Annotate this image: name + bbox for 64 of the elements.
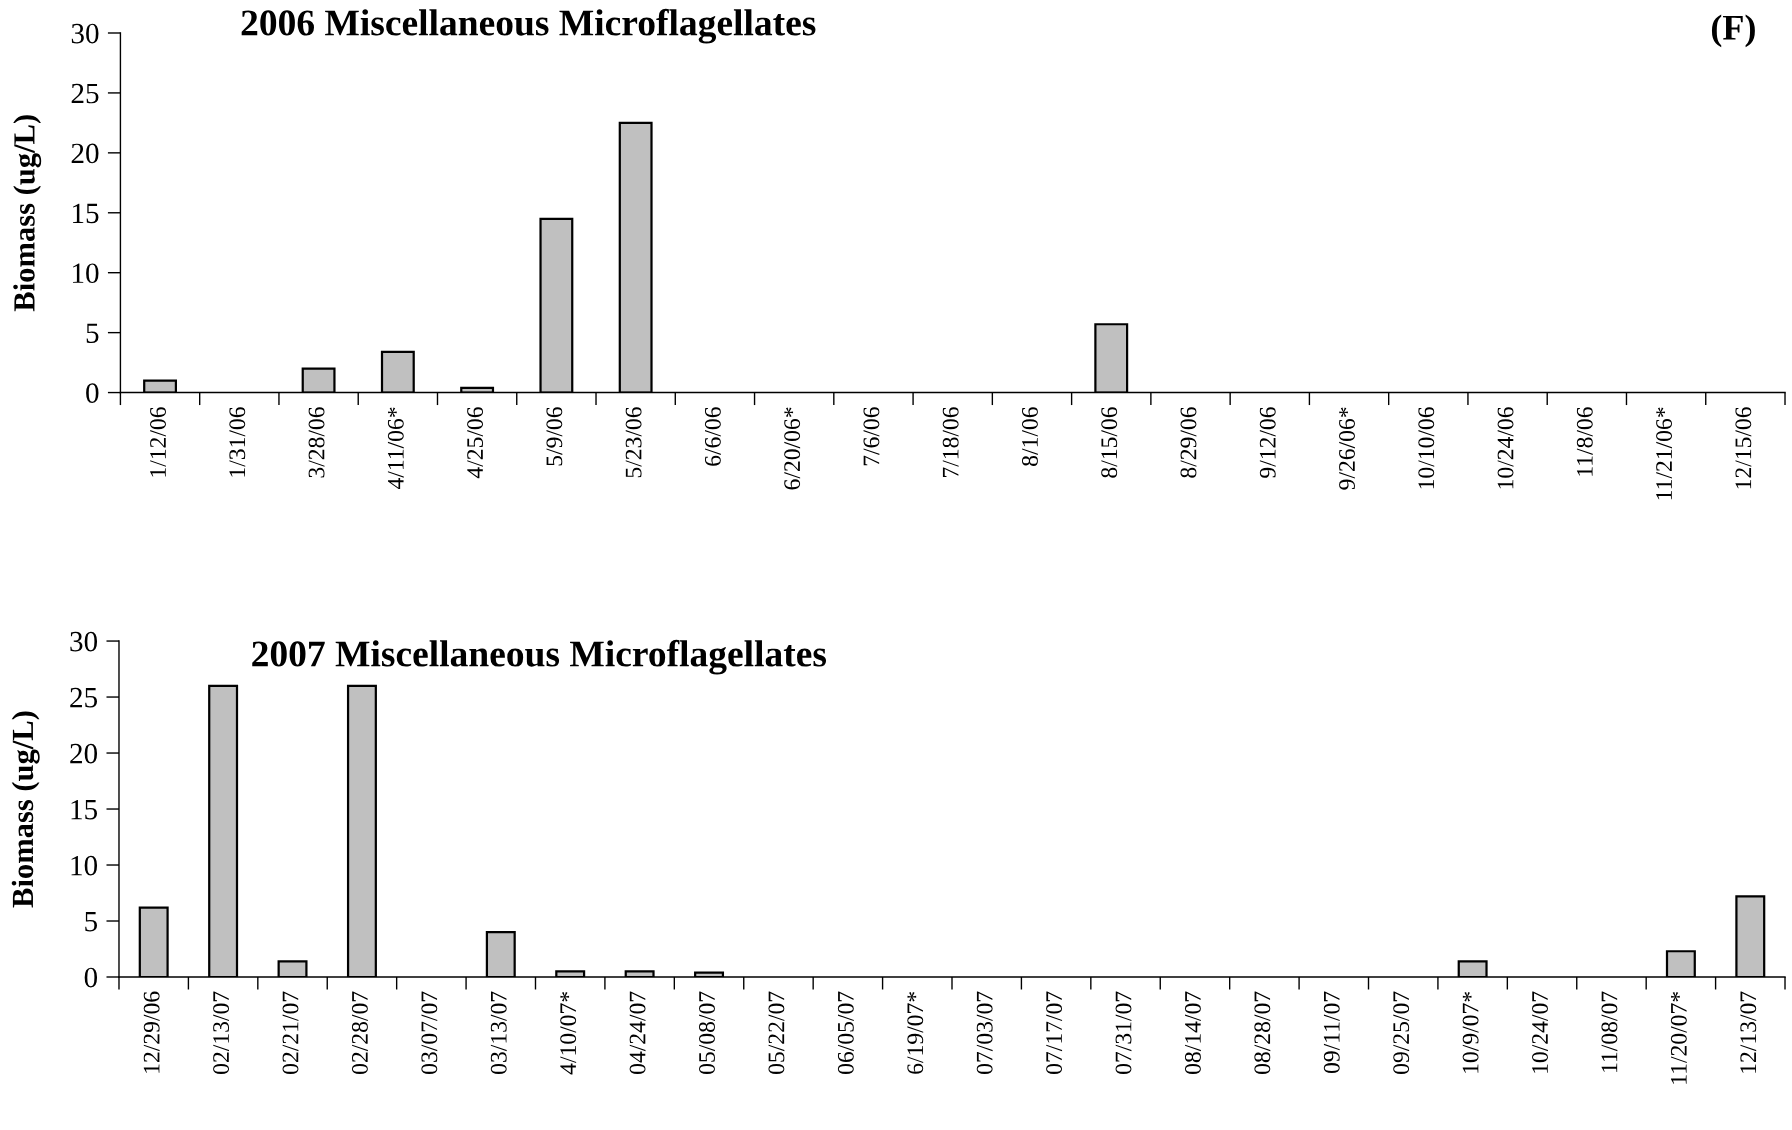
x-tick-label: 4/10/07* [560,992,577,1075]
x-tick-label: 04/24/07 [629,991,646,1074]
x-tick-label: 5/9/06 [546,407,563,466]
x-tick-label: 1/12/06 [150,407,166,477]
x-tick-label: 05/08/07 [699,991,715,1074]
x-tick-label: 7/18/06 [942,407,959,478]
x-tick-label: 10/10/06 [1418,407,1435,489]
y-tick-label: 25 [71,83,99,104]
x-tick-label: 12/13/07 [1740,991,1757,1073]
x-tick-label: 3/28/06 [308,407,325,478]
x-tick-label: 11/8/06 [1576,407,1593,476]
y-tick-label: 20 [71,143,99,164]
y-tick-label: 5 [86,323,99,344]
x-tick-label: 1/31/06 [229,407,246,477]
x-tick-label: 07/17/07 [1046,991,1063,1074]
x-tick-label: 8/1/06 [1021,407,1038,466]
x-tick-label: 5/23/06 [625,407,642,478]
x-tick-label: 02/21/07 [282,991,299,1074]
x-tick-label: 12/29/06 [143,991,160,1073]
x-tick-label: 07/03/07 [976,991,993,1074]
y-tick-label: 0 [86,383,99,403]
y-tick-label: 10 [71,855,98,876]
x-tick-label: 6/6/06 [704,407,721,466]
x-tick-label: 9/26/06* [1339,407,1355,490]
x-tick-label: 8/29/06 [1180,407,1197,478]
x-tick-label: 08/14/07 [1184,991,1201,1074]
x-tick-label: 08/28/07 [1254,991,1271,1074]
x-tick-label: 6/19/07* [907,992,924,1074]
annotation: (F) [1711,14,1755,48]
y-tick-label: 15 [72,203,99,224]
x-tick-label: 6/20/06* [784,407,801,490]
x-tick-label: 9/12/06 [1259,407,1276,478]
x-tick-label: 11/21/06* [1656,407,1673,500]
y-axis-title: Biomass (ug/L) [11,711,40,908]
x-tick-label: 03/13/07 [490,991,507,1074]
x-tick-label: 02/28/07 [351,991,368,1074]
x-tick-label: 12/15/06 [1735,407,1752,489]
x-tick-label: 02/13/07 [213,991,230,1074]
chart-title: 2006 Miscellaneous Microflagellates [241,8,816,44]
x-tick-label: 03/07/07 [421,991,438,1074]
y-axis-title: Biomass (ug/L) [13,115,42,312]
y-tick-label: 15 [71,799,98,820]
x-tick-label: 10/24/06 [1497,407,1514,489]
x-tick-label: 11/20/07* [1670,992,1687,1084]
x-tick-label: 4/25/06 [467,407,484,479]
x-tick-label: 09/25/07 [1393,991,1410,1074]
x-tick-label: 10/9/07* [1462,992,1479,1073]
x-tick-label: 09/11/07 [1323,991,1340,1074]
y-tick-label: 10 [72,263,99,284]
x-tick-label: 05/22/07 [768,991,785,1074]
chart-title: 2007 Miscellaneous Microflagellates [252,639,827,675]
y-tick-label: 30 [71,23,99,44]
x-tick-label: 06/05/07 [837,991,854,1074]
y-tick-label: 0 [84,967,98,988]
y-tick-label: 20 [70,743,98,764]
y-tick-label: 5 [85,912,98,932]
x-tick-label: 7/6/06 [863,407,880,466]
x-tick-label: 10/24/07 [1532,991,1548,1073]
x-tick-label: 4/11/06* [387,407,404,490]
x-tick-label: 11/08/07 [1601,991,1618,1072]
x-tick-label: 8/15/06 [1101,407,1118,478]
y-tick-label: 25 [70,687,98,708]
x-tick-label: 07/31/07 [1115,991,1132,1074]
y-tick-label: 30 [70,631,98,652]
